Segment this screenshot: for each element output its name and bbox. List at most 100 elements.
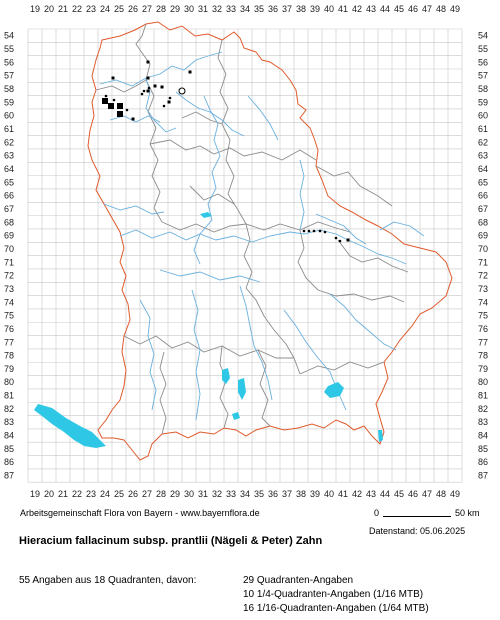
column-label: 39 (310, 489, 320, 499)
row-label: 83 (4, 417, 14, 427)
row-label: 56 (478, 57, 488, 67)
column-label: 39 (310, 4, 320, 14)
grid-lines (27, 28, 463, 483)
sixteenth-quadrant-records: 16 1/16-Quadranten-Angaben (1/64 MTB) (243, 603, 429, 614)
row-label: 76 (478, 324, 488, 334)
species-title: Hieracium fallacinum subsp. prantlii (Nä… (19, 535, 323, 547)
column-label: 47 (422, 489, 432, 499)
record-open (178, 87, 186, 95)
row-label: 71 (478, 257, 488, 267)
record-quarter (160, 85, 164, 89)
row-label: 82 (478, 404, 488, 414)
record-quarter (146, 76, 150, 80)
record-sixteenth (323, 230, 327, 234)
record-sixteenth (147, 86, 151, 90)
row-label: 59 (478, 97, 488, 107)
row-label: 87 (478, 471, 488, 481)
column-label: 37 (282, 4, 292, 14)
lake-koenigssee (378, 430, 383, 442)
data-date: Datenstand: 05.06.2025 (369, 526, 466, 536)
row-label: 83 (478, 417, 488, 427)
row-label: 60 (478, 111, 488, 121)
scale-label-end: 50 km (455, 508, 480, 518)
column-label: 43 (366, 489, 376, 499)
column-label: 29 (170, 489, 180, 499)
row-label: 61 (4, 124, 14, 134)
row-label: 55 (4, 44, 14, 54)
column-label: 37 (282, 489, 292, 499)
row-label: 57 (4, 71, 14, 81)
record-sixteenth (168, 96, 172, 100)
row-label: 62 (478, 137, 488, 147)
row-label: 81 (4, 391, 14, 401)
column-label: 44 (380, 4, 390, 14)
record-sixteenth (125, 108, 129, 112)
column-label: 29 (170, 4, 180, 14)
record-sixteenth (312, 229, 316, 233)
row-label: 80 (478, 377, 488, 387)
column-label: 48 (436, 4, 446, 14)
quadrant-records: 29 Quadranten-Angaben (243, 575, 354, 586)
row-label: 81 (478, 391, 488, 401)
row-label: 56 (4, 57, 14, 67)
record-quadrant (108, 103, 114, 109)
row-label: 87 (4, 471, 14, 481)
record-sixteenth (318, 229, 322, 233)
record-quarter (131, 117, 135, 121)
row-label: 62 (4, 137, 14, 147)
column-label: 21 (58, 4, 68, 14)
column-label: 49 (450, 4, 460, 14)
column-label: 33 (226, 489, 236, 499)
column-label: 23 (86, 489, 96, 499)
column-label: 27 (142, 4, 152, 14)
scale-label-start: 0 (374, 508, 380, 518)
record-quadrant (117, 103, 123, 109)
row-label: 74 (4, 297, 14, 307)
district-borders (95, 23, 409, 435)
column-label: 34 (240, 489, 250, 499)
row-label: 60 (4, 111, 14, 121)
row-label: 66 (4, 191, 14, 201)
record-sixteenth (307, 229, 311, 233)
column-label: 41 (338, 4, 348, 14)
row-label: 77 (4, 337, 14, 347)
column-label: 25 (114, 489, 124, 499)
record-quarter (146, 60, 150, 64)
column-label: 28 (156, 4, 166, 14)
column-label: 42 (352, 489, 362, 499)
column-label: 38 (296, 4, 306, 14)
record-sixteenth (104, 94, 108, 98)
row-label: 86 (4, 457, 14, 467)
column-label: 30 (184, 489, 194, 499)
row-label: 75 (478, 311, 488, 321)
record-quarter (111, 76, 115, 80)
record-quadrant (102, 98, 108, 104)
column-label: 35 (254, 489, 264, 499)
row-label: 70 (4, 244, 14, 254)
row-label: 85 (4, 444, 14, 454)
row-label: 63 (478, 151, 488, 161)
row-label: 69 (4, 231, 14, 241)
column-label: 36 (268, 4, 278, 14)
row-label: 58 (4, 84, 14, 94)
column-label: 46 (408, 489, 418, 499)
column-label: 32 (212, 489, 222, 499)
column-label: 21 (58, 489, 68, 499)
column-label: 27 (142, 489, 152, 499)
column-label: 49 (450, 489, 460, 499)
column-label: 31 (198, 489, 208, 499)
record-sixteenth (142, 89, 146, 93)
row-label: 63 (4, 151, 14, 161)
row-label: 64 (478, 164, 488, 174)
column-label: 36 (268, 489, 278, 499)
column-label: 24 (100, 489, 110, 499)
row-label: 54 (4, 31, 14, 41)
distribution-map: 19 20 21 22 23 24 25 26 27 28 29 30 31 32 33 34 35 36 37 38… (4, 4, 488, 499)
row-label: 78 (4, 351, 14, 361)
lake-starnberger-see (238, 378, 246, 400)
column-label: 23 (86, 4, 96, 14)
column-label: 44 (380, 489, 390, 499)
record-quarter (188, 70, 192, 74)
lake-alpine (232, 412, 240, 420)
column-label: 26 (128, 489, 138, 499)
